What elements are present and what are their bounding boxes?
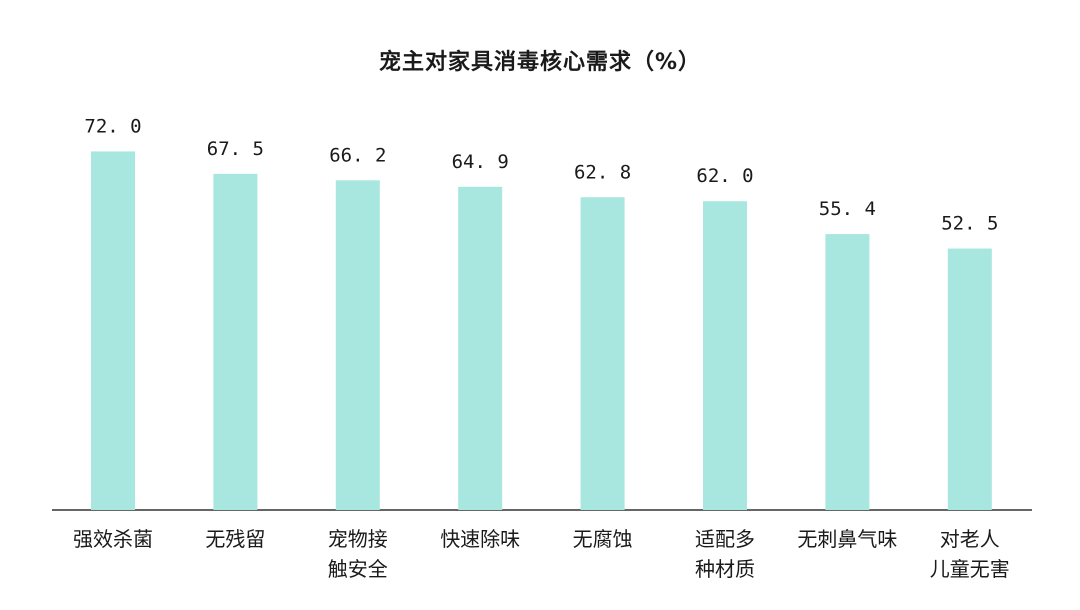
data-label: 64. 9 bbox=[452, 151, 509, 173]
category-label: 适配多种材质 bbox=[695, 527, 755, 581]
data-label: 62. 0 bbox=[696, 165, 753, 187]
data-label: 72. 0 bbox=[84, 115, 141, 137]
category-label-line: 强效杀菌 bbox=[73, 527, 153, 551]
data-label: 66. 2 bbox=[329, 144, 386, 166]
data-label: 55. 4 bbox=[819, 198, 876, 220]
data-label: 67. 5 bbox=[207, 138, 264, 160]
category-label-line: 无腐蚀 bbox=[573, 527, 633, 551]
category-label-line: 儿童无害 bbox=[930, 557, 1010, 581]
category-label-line: 触安全 bbox=[328, 557, 388, 581]
category-label: 宠物接触安全 bbox=[328, 527, 388, 581]
category-label-line: 宠物接 bbox=[328, 527, 388, 551]
data-label: 62. 8 bbox=[574, 161, 631, 183]
chart-title: 宠主对家具消毒核心需求（%） bbox=[378, 50, 702, 75]
bar bbox=[580, 197, 625, 511]
bar bbox=[825, 234, 870, 510]
category-label-line: 快速除味 bbox=[440, 527, 520, 551]
category-label: 快速除味 bbox=[440, 527, 520, 551]
category-label-line: 无残留 bbox=[205, 527, 265, 551]
category-label: 强效杀菌 bbox=[73, 527, 153, 551]
bar bbox=[703, 201, 747, 511]
category-label: 无腐蚀 bbox=[573, 527, 633, 551]
data-label: 52. 5 bbox=[941, 213, 998, 235]
category-label: 无刺鼻气味 bbox=[797, 527, 897, 551]
bar bbox=[947, 248, 992, 511]
category-label-line: 无刺鼻气味 bbox=[797, 527, 897, 551]
category-label-line: 种材质 bbox=[695, 557, 755, 581]
bar bbox=[213, 173, 258, 510]
category-label-line: 适配多 bbox=[695, 527, 755, 551]
category-label: 对老人儿童无害 bbox=[930, 527, 1010, 581]
bar bbox=[91, 151, 135, 510]
category-label: 无残留 bbox=[205, 527, 265, 551]
category-label-line: 对老人 bbox=[940, 527, 1000, 551]
bar bbox=[335, 180, 380, 510]
bar bbox=[458, 186, 503, 510]
